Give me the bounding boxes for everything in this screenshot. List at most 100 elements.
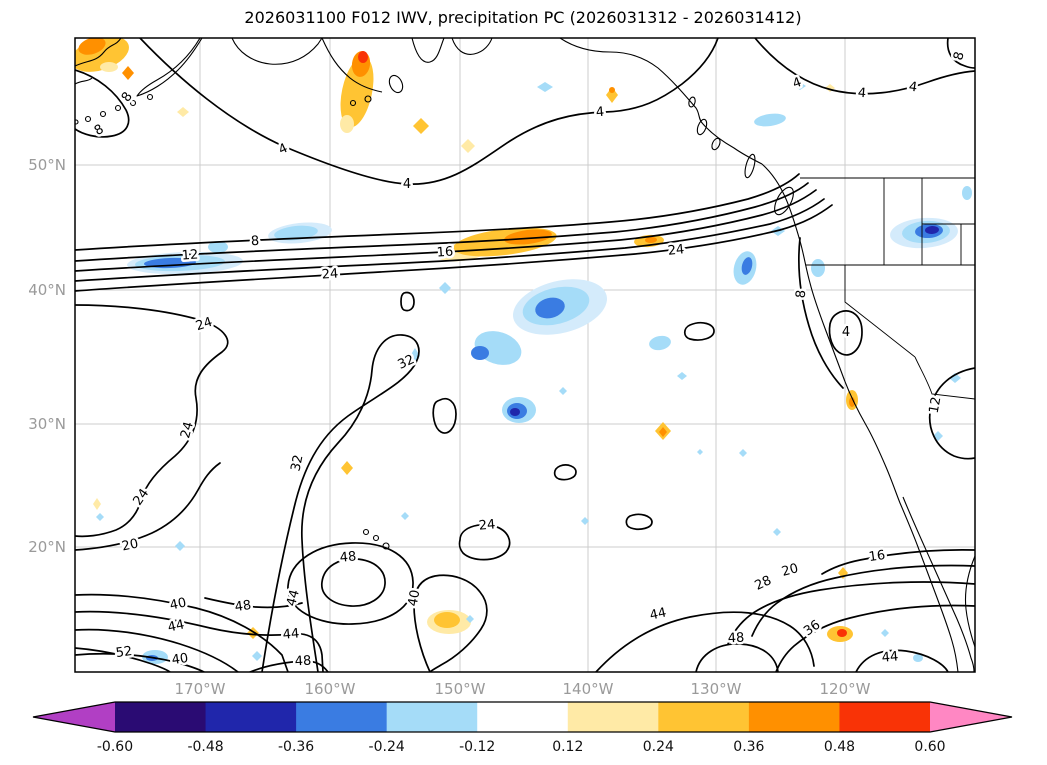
plot-frame bbox=[74, 37, 976, 673]
shading-patch bbox=[606, 87, 618, 103]
contour-label: 12 bbox=[927, 396, 945, 415]
lon-tick-label: 170°W bbox=[175, 680, 226, 698]
contour-label: 48 bbox=[727, 631, 744, 647]
coastline bbox=[451, 38, 493, 55]
colorbar-over-arrow bbox=[930, 702, 1012, 732]
shading-patch bbox=[252, 651, 262, 661]
shading-patch bbox=[100, 62, 118, 72]
contour-line bbox=[75, 189, 817, 272]
coastline bbox=[75, 77, 93, 85]
contour-label: 8 bbox=[250, 234, 259, 249]
colorbar-segment bbox=[567, 702, 659, 732]
coastline bbox=[411, 38, 445, 63]
colorbar: -0.60 -0.48 -0.36 -0.24 -0.12 0.12 0.24 0.36 0.4… bbox=[32, 701, 1013, 755]
contour-label: 40 bbox=[406, 589, 424, 608]
shading-patch bbox=[439, 282, 451, 294]
colorbar-tick-label: -0.24 bbox=[369, 739, 405, 755]
contour-line bbox=[553, 464, 577, 481]
shading-patch bbox=[175, 541, 185, 551]
shading-patch bbox=[962, 186, 972, 200]
contour-label: 20 bbox=[120, 536, 139, 554]
contour-line bbox=[75, 198, 825, 282]
coastline bbox=[902, 496, 975, 672]
shading-patch bbox=[274, 225, 318, 241]
coastline bbox=[321, 38, 383, 93]
contour-line bbox=[75, 593, 289, 672]
coastline bbox=[146, 93, 154, 101]
shading-patch bbox=[340, 115, 354, 133]
contour-label: 32 bbox=[288, 453, 306, 472]
contour-line bbox=[625, 513, 653, 531]
coastline bbox=[688, 96, 696, 108]
coastline bbox=[696, 118, 708, 136]
coastline bbox=[388, 74, 404, 94]
contour-line bbox=[683, 321, 715, 341]
colorbar-outline bbox=[32, 701, 1013, 733]
contour-label: 16 bbox=[436, 244, 454, 260]
contour-label: 44 bbox=[648, 605, 667, 623]
lat-tick-label: 50°N bbox=[28, 156, 66, 174]
coastline bbox=[349, 99, 357, 107]
shading-patch bbox=[413, 118, 429, 134]
lon-tick-label: 160°W bbox=[305, 680, 356, 698]
contour-label: 44 bbox=[166, 617, 185, 635]
lat-tick-label: 20°N bbox=[28, 538, 66, 556]
contour-label: 8 bbox=[794, 289, 810, 299]
contour-line bbox=[413, 574, 488, 672]
shading-patch bbox=[177, 107, 189, 117]
contour-line bbox=[75, 647, 171, 672]
lon-tick-label: 130°W bbox=[691, 680, 742, 698]
shading-patch bbox=[659, 427, 667, 437]
shading-patch bbox=[741, 257, 753, 275]
contour-line bbox=[75, 204, 833, 292]
contour-label: 12 bbox=[181, 247, 199, 263]
shading-patch bbox=[122, 66, 134, 80]
contour-label: 4 bbox=[842, 325, 850, 340]
contour-label: 48 bbox=[339, 549, 357, 565]
shading-patch bbox=[881, 629, 889, 637]
contour-line bbox=[400, 291, 415, 312]
shading-patch bbox=[849, 397, 855, 407]
contour-line bbox=[828, 310, 863, 356]
contour-label: 4 bbox=[403, 177, 411, 192]
colorbar-tick-label: -0.36 bbox=[278, 739, 314, 755]
shading-patch bbox=[510, 408, 520, 416]
contour-line bbox=[75, 304, 229, 538]
shading-patch bbox=[93, 498, 101, 510]
contour-label: 20 bbox=[780, 561, 800, 580]
colorbar-segment bbox=[477, 702, 569, 732]
contour-lines-group bbox=[75, 38, 975, 672]
lon-tick-label: 120°W bbox=[820, 680, 871, 698]
contour-line bbox=[775, 604, 975, 672]
shading-patch bbox=[949, 373, 961, 383]
colorbar-segment bbox=[296, 702, 388, 732]
contour-label: 24 bbox=[321, 266, 339, 282]
lon-tick-label: 140°W bbox=[563, 680, 614, 698]
contour-line bbox=[75, 628, 239, 672]
contour-line bbox=[261, 334, 420, 672]
plot-background bbox=[75, 38, 975, 672]
shading-patch bbox=[925, 225, 939, 235]
lat-tick-label: 40°N bbox=[28, 281, 66, 299]
contour-line bbox=[249, 660, 329, 672]
coastline bbox=[559, 38, 763, 165]
contour-line bbox=[928, 367, 975, 460]
coastline bbox=[75, 38, 122, 67]
colorbar-segment bbox=[839, 702, 931, 732]
colorbar-segment bbox=[386, 702, 478, 732]
colorbar-under-arrow bbox=[33, 702, 115, 732]
shading-patch bbox=[697, 449, 703, 455]
contour-label: 40 bbox=[171, 651, 189, 668]
contour-line bbox=[695, 643, 779, 672]
axis-labels-group: 170°W 160°W 150°W 140°W 130°W 120°W 50°N 40°N 30… bbox=[28, 156, 870, 698]
contour-line bbox=[727, 581, 975, 645]
shading-patch bbox=[434, 612, 460, 628]
contour-label: 44 bbox=[282, 626, 300, 642]
shading-patches-group bbox=[75, 38, 972, 664]
shading-patch bbox=[794, 82, 806, 90]
contour-line bbox=[204, 597, 303, 609]
colorbar-tick-label: 0.12 bbox=[552, 739, 583, 755]
contour-line bbox=[855, 649, 949, 672]
